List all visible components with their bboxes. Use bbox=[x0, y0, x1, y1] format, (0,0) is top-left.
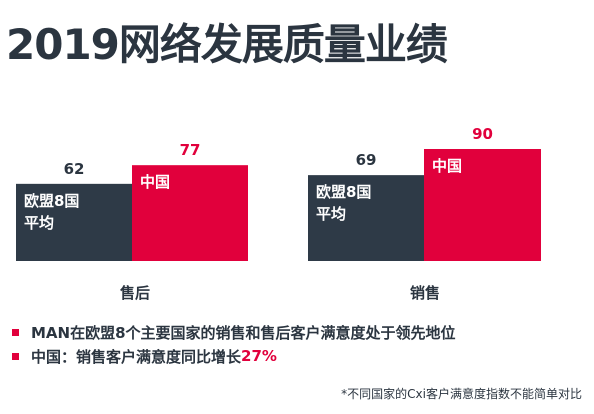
page-title: 2019网络发展质量业绩 bbox=[6, 20, 448, 69]
bar-value-label: 90 bbox=[472, 125, 493, 143]
bar-series-label: 平均 bbox=[316, 205, 346, 223]
bullet-marker-icon bbox=[12, 352, 19, 360]
bar-series-label: 中国 bbox=[432, 157, 462, 175]
bar-series-label: 欧盟8国 bbox=[24, 192, 79, 210]
bar-europe-1 bbox=[16, 183, 132, 261]
bar-value-label: 62 bbox=[64, 160, 85, 178]
bullet-text: 中国：销售客户满意度同比增长 bbox=[31, 347, 242, 366]
category-label: 销售 bbox=[410, 284, 440, 302]
bar-series-label: 欧盟8国 bbox=[316, 183, 371, 201]
bullet-marker-icon bbox=[12, 328, 19, 336]
category-label: 售后 bbox=[120, 284, 150, 302]
footnote: *不同国家的Cxi客户满意度指数不能简单对比 bbox=[341, 387, 582, 401]
bullet-item-1: MAN在欧盟8个主要国家的销售和售后客户满意度处于领先地位 bbox=[12, 320, 456, 344]
bar-series-label: 平均 bbox=[24, 214, 54, 232]
bar-china-1 bbox=[132, 165, 248, 261]
bar-value-label: 69 bbox=[356, 151, 377, 169]
bullet-list: MAN在欧盟8个主要国家的销售和售后客户满意度处于领先地位 中国：销售客户满意度… bbox=[12, 320, 456, 368]
bullet-text: MAN在欧盟8个主要国家的销售和售后客户满意度处于领先地位 bbox=[31, 323, 456, 342]
bar-value-label: 77 bbox=[180, 141, 201, 159]
bullet-item-2: 中国：销售客户满意度同比增长 27% bbox=[12, 344, 456, 368]
bar-china-2 bbox=[424, 149, 541, 261]
bar-europe-2 bbox=[308, 175, 424, 261]
bar-series-label: 中国 bbox=[140, 173, 170, 191]
bullet-highlight: 27% bbox=[241, 347, 277, 365]
